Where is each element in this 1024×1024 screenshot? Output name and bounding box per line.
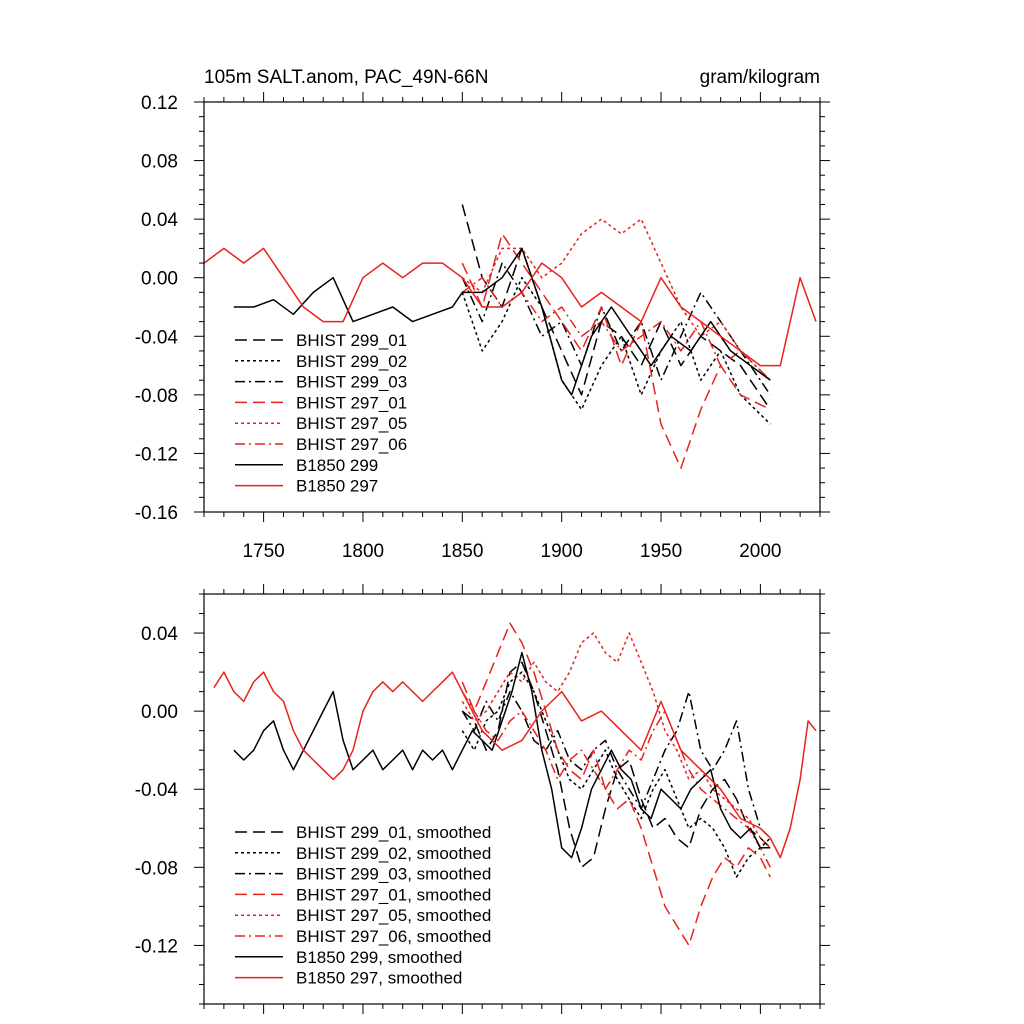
legend-label: BHIST 299_01 — [296, 331, 407, 350]
legend-label: BHIST 297_01 — [296, 393, 407, 412]
x-tick-label: 1750 — [242, 541, 284, 562]
legend-label: BHIST 299_02, smoothed — [296, 844, 491, 863]
series-line-4 — [461, 622, 771, 947]
top-chart: 105m SALT.anom, PAC_49N-66N gram/kilogra… — [135, 67, 830, 562]
series-line-2 — [461, 671, 771, 878]
y-tick-label: -0.12 — [135, 936, 178, 957]
y-tick-label: -0.04 — [135, 327, 179, 348]
legend-label: BHIST 299_03, smoothed — [296, 865, 491, 884]
bottom-chart-series — [213, 622, 817, 947]
bottom-chart: 0.04 0.00 -0.04 -0.08 -0.12 BHIST 299_01, sm… — [135, 584, 830, 1014]
series-line-1 — [461, 204, 771, 410]
legend-label: B1850 297, smoothed — [296, 969, 462, 988]
series-line-1 — [461, 661, 771, 869]
legend-label: BHIST 299_01, smoothed — [296, 823, 491, 842]
series-line-8 — [204, 247, 817, 367]
legend-label: BHIST 297_05 — [296, 414, 407, 433]
series-line-3 — [461, 262, 771, 396]
legend-label: BHIST 299_03 — [296, 373, 407, 392]
y-tick-label: 0.08 — [141, 152, 178, 173]
top-chart-frame — [203, 101, 821, 513]
x-tick-label: 2000 — [739, 541, 781, 562]
legend-label: B1850 297 — [296, 477, 378, 496]
series-line-6 — [461, 691, 771, 868]
top-chart-units: gram/kilogram — [700, 67, 820, 88]
top-chart-series — [204, 204, 817, 469]
series-line-8 — [213, 671, 817, 859]
legend-label: B1850 299 — [296, 456, 378, 475]
legend-label: BHIST 297_06 — [296, 435, 407, 454]
y-tick-label: -0.16 — [135, 503, 178, 524]
y-tick-label: -0.08 — [135, 386, 178, 407]
legend-label: BHIST 297_06, smoothed — [296, 927, 491, 946]
series-line-6 — [461, 276, 771, 381]
bottom-chart-ticks: 0.04 0.00 -0.04 -0.08 -0.12 — [135, 584, 830, 1014]
y-tick-label: 0.04 — [141, 210, 178, 231]
y-tick-label: -0.04 — [135, 780, 179, 801]
y-tick-label: -0.12 — [135, 444, 178, 465]
legend-label: BHIST 299_02 — [296, 352, 407, 371]
bottom-chart-frame — [203, 593, 821, 1005]
x-tick-label: 1950 — [640, 541, 682, 562]
y-tick-label: 0.00 — [141, 702, 178, 723]
series-line-7 — [233, 247, 771, 396]
bottom-chart-legend: BHIST 299_01, smoothed BHIST 299_02, smoo… — [235, 823, 491, 988]
legend-label: BHIST 297_01, smoothed — [296, 885, 491, 904]
top-chart-title: 105m SALT.anom, PAC_49N-66N — [204, 67, 488, 88]
y-tick-label: 0.04 — [141, 624, 178, 645]
x-tick-label: 1900 — [541, 541, 583, 562]
series-line-7 — [233, 651, 771, 859]
y-tick-label: 0.00 — [141, 269, 178, 290]
legend-label: B1850 299, smoothed — [296, 948, 462, 967]
legend-label: BHIST 297_05, smoothed — [296, 906, 491, 925]
top-chart-ticks: 1750 1800 1850 1900 1950 2000 0.12 0.08 0.04 0.00… — [135, 92, 830, 562]
y-tick-label: 0.12 — [141, 93, 178, 114]
x-tick-label: 1800 — [342, 541, 384, 562]
y-tick-label: -0.08 — [135, 858, 178, 879]
series-line-3 — [461, 690, 771, 839]
x-tick-label: 1850 — [441, 541, 483, 562]
